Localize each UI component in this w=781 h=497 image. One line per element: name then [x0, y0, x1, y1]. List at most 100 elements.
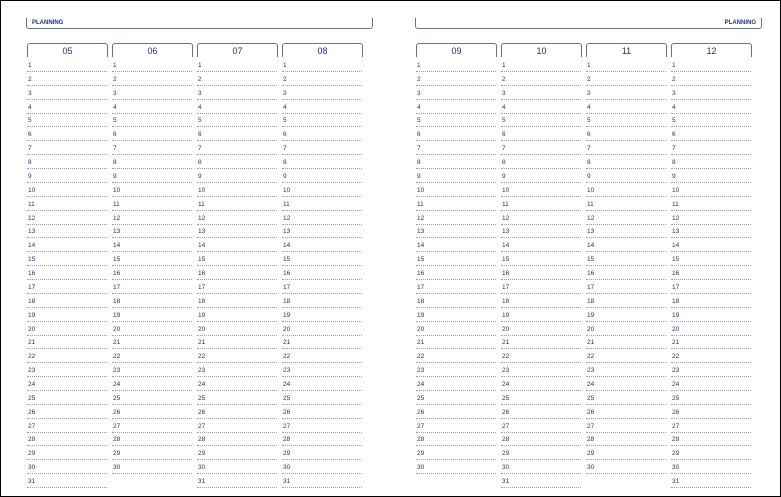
day-row: 11	[586, 198, 666, 211]
day-row: 18	[282, 295, 362, 308]
day-row: 14	[282, 239, 362, 253]
day-row: 23	[112, 364, 192, 378]
month-header: 12	[671, 43, 752, 57]
day-row: 3	[112, 87, 192, 100]
day-row: 6	[112, 128, 192, 142]
day-row: 2	[197, 73, 277, 86]
day-row: 20	[197, 323, 277, 336]
day-row: 22	[671, 350, 751, 364]
day-row: 15	[197, 253, 277, 267]
day-row: 6	[501, 128, 581, 142]
day-row: 5	[501, 114, 581, 128]
month-header: 05	[27, 43, 108, 57]
month-header: 10	[501, 43, 582, 57]
day-row: 10	[586, 184, 666, 197]
day-row: 15	[282, 253, 362, 267]
day-row: 1	[197, 59, 277, 72]
day-row: 30	[501, 461, 581, 475]
day-row: 13	[27, 225, 107, 239]
day-row: 27	[27, 420, 107, 433]
day-row: 29	[586, 447, 666, 461]
day-row: 17	[586, 281, 666, 294]
day-row: 11	[282, 198, 362, 211]
day-row: 1	[586, 59, 666, 72]
day-row: 14	[27, 239, 107, 253]
day-row: 21	[416, 336, 496, 350]
day-row: 31	[282, 475, 362, 489]
day-row: 27	[112, 420, 192, 433]
day-row: 13	[282, 225, 362, 239]
day-row: 17	[282, 281, 362, 294]
day-row: 18	[501, 295, 581, 308]
day-row: 28	[586, 433, 666, 447]
day-row: 27	[586, 420, 666, 433]
day-row: 20	[27, 323, 107, 336]
day-row: 10	[112, 184, 192, 197]
day-row: 27	[671, 420, 751, 433]
day-row: 14	[586, 239, 666, 253]
day-row: 26	[197, 406, 277, 419]
day-row: 30	[586, 461, 666, 475]
day-row: 31	[27, 475, 107, 489]
day-row: 9	[586, 170, 666, 183]
day-row: 22	[27, 350, 107, 364]
day-row: 2	[112, 73, 192, 86]
day-row: 25	[586, 392, 666, 405]
day-row: 27	[501, 420, 581, 433]
day-row: 6	[282, 128, 362, 142]
day-row: 21	[586, 336, 666, 350]
day-row: 9	[501, 170, 581, 183]
day-row: 1	[27, 59, 107, 72]
month-header: 09	[416, 43, 497, 57]
day-row: 24	[282, 378, 362, 391]
day-row: 31	[501, 475, 581, 489]
day-row: 11	[671, 198, 751, 211]
day-row: 7	[112, 142, 192, 156]
day-row: 29	[197, 447, 277, 461]
day-row: 26	[501, 406, 581, 419]
day-row: 16	[282, 267, 362, 281]
month-header: 11	[586, 43, 667, 57]
day-row: 21	[112, 336, 192, 350]
day-row: 20	[282, 323, 362, 336]
page-title: PLANNING	[415, 18, 762, 29]
day-row: 19	[282, 309, 362, 322]
day-row: 12	[501, 212, 581, 225]
day-row: 17	[112, 281, 192, 294]
day-row: 22	[112, 350, 192, 364]
day-row: 15	[27, 253, 107, 267]
day-row: 29	[112, 447, 192, 461]
day-row: 20	[671, 323, 751, 336]
day-row: 5	[112, 114, 192, 128]
day-row: 10	[416, 184, 496, 197]
day-row: 7	[197, 142, 277, 156]
day-row: 3	[501, 87, 581, 100]
day-row: 22	[197, 350, 277, 364]
day-row: 28	[27, 433, 107, 447]
day-row: 5	[197, 114, 277, 128]
day-row: 18	[197, 295, 277, 308]
day-row: 25	[671, 392, 751, 405]
day-row: 28	[501, 433, 581, 447]
day-row: 19	[112, 309, 192, 322]
day-row: 23	[282, 364, 362, 378]
day-row: 12	[27, 212, 107, 225]
day-row: 2	[586, 73, 666, 86]
day-row: 2	[416, 73, 496, 86]
day-row: 3	[416, 87, 496, 100]
day-row: 22	[416, 350, 496, 364]
day-row: 26	[586, 406, 666, 419]
day-row: 2	[282, 73, 362, 86]
day-row: 5	[416, 114, 496, 128]
day-row: 30	[282, 461, 362, 475]
day-row: 7	[416, 142, 496, 156]
day-row: 20	[501, 323, 581, 336]
day-row: 23	[586, 364, 666, 378]
day-row: 24	[27, 378, 107, 391]
day-row: 8	[112, 156, 192, 170]
day-row: 12	[282, 212, 362, 225]
day-row: 29	[416, 447, 496, 461]
day-row: 5	[586, 114, 666, 128]
day-row: 9	[27, 170, 107, 183]
day-row: 29	[27, 447, 107, 461]
